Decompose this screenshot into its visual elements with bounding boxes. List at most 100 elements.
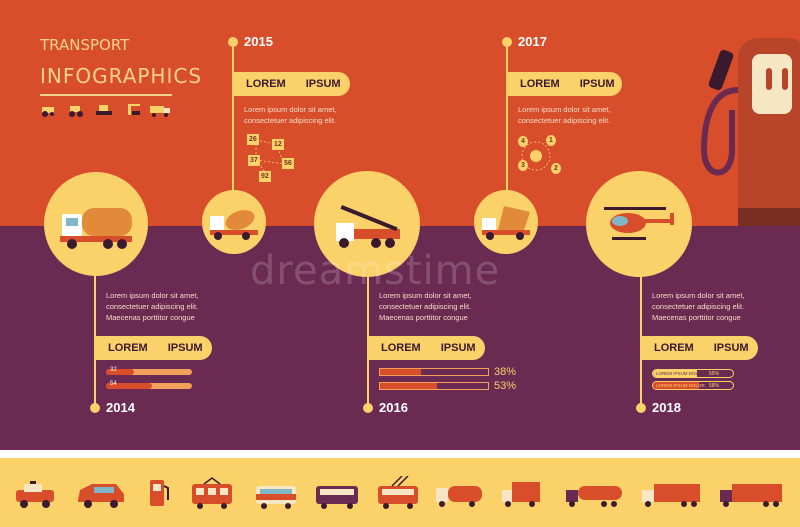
stat-value: 56	[282, 158, 294, 169]
title-transport: TRANSPORT	[40, 36, 130, 54]
dot-2017	[502, 37, 512, 47]
year-2015: 2015	[244, 34, 273, 49]
bar-2016-a	[379, 368, 489, 376]
bar-2014-a: 32	[106, 367, 192, 375]
connector-2015	[232, 44, 234, 202]
text-line: Lorem ipsum dolor sit amet,	[244, 105, 337, 114]
bar-2014-b: 54	[106, 381, 192, 389]
text-2015: Lorem ipsum dolor sit amet, consectetuer…	[244, 104, 337, 126]
pill-label-b: IPSUM	[305, 78, 341, 90]
year-2017: 2017	[518, 34, 547, 49]
fuel-tanker-icon	[566, 486, 622, 507]
pill-label-b: IPSUM	[167, 342, 203, 354]
bar-label: 32	[110, 367, 117, 373]
stat-value: 12	[272, 139, 284, 150]
bar-fill	[380, 383, 438, 389]
text-2014: Lorem ipsum dolor sit amet, consectetuer…	[106, 290, 199, 323]
roller-icon	[69, 106, 83, 117]
tractor-icon	[42, 107, 54, 117]
bar-caption: LOREM IPSUM DOLOR	[656, 371, 705, 376]
helicopter-icon	[604, 207, 674, 240]
fuel-pump-icon	[150, 480, 169, 506]
bar-percent: 53%	[494, 380, 517, 392]
circle-2014	[44, 172, 148, 276]
bar-2016-b	[379, 382, 489, 390]
dot-2018	[636, 403, 646, 413]
concrete-mixer-icon	[210, 210, 258, 240]
pill-label-a: LOREM	[108, 342, 148, 354]
connector-2014	[94, 246, 96, 408]
bar-track: 32	[106, 367, 192, 375]
separator	[0, 450, 800, 458]
pill-label-a: LOREM	[520, 78, 560, 90]
cycle-step: 1	[546, 135, 556, 146]
bar-fill	[106, 369, 134, 375]
text-2017: Lorem ipsum dolor sit amet, consectetuer…	[518, 104, 611, 126]
bar-track: 54	[106, 381, 192, 389]
coach-bus-icon	[316, 486, 358, 509]
pill-label-b: IPSUM	[713, 342, 749, 354]
watermark: dreamstime	[250, 248, 501, 294]
bar-2018-b: LOREM IPSUM DOLOR 58%	[652, 381, 734, 390]
text-line: Maecenas porttitor congue	[106, 313, 195, 322]
bus-icon	[256, 486, 296, 509]
label-pill-2015: LOREM IPSUM	[234, 72, 350, 96]
text-2016: Lorem ipsum dolor sit amet, consectetuer…	[379, 290, 472, 323]
pill-label-a: LOREM	[246, 78, 286, 90]
crane-truck-icon	[336, 205, 400, 248]
label-pill-2017: LOREM IPSUM	[508, 72, 622, 96]
bar-percent: 38%	[494, 366, 517, 378]
pill-label-a: LOREM	[381, 342, 421, 354]
year-2016: 2016	[379, 400, 408, 415]
cycle-step: 4	[518, 136, 528, 147]
dot-2015	[228, 37, 238, 47]
dot-2014	[90, 403, 100, 413]
bar-fill: LOREM IPSUM DOLOR	[653, 382, 705, 389]
bulldozer-icon	[96, 105, 112, 115]
bar-fill	[380, 369, 422, 375]
text-line: consectetuer adipiscing elit.	[379, 302, 472, 311]
police-car-icon	[16, 481, 54, 508]
pill-label-b: IPSUM	[579, 78, 615, 90]
dump-truck-icon	[482, 206, 530, 240]
crane-icon	[128, 104, 140, 115]
cycle-step: 3	[518, 160, 528, 171]
year-2014: 2014	[106, 400, 135, 415]
text-line: consectetuer adipiscing elit.	[652, 302, 745, 311]
bar-fill	[106, 383, 153, 389]
stat-value: 92	[259, 171, 271, 182]
box-truck-icon	[502, 482, 540, 507]
connector-2017	[506, 44, 508, 202]
circle-2017	[474, 190, 538, 254]
vehicle-icon-row	[16, 476, 782, 509]
tanker-truck-icon	[60, 208, 132, 249]
cycle-step: 2	[551, 163, 561, 174]
text-line: Maecenas porttitor congue	[652, 313, 741, 322]
tram-icon	[192, 477, 232, 509]
text-2018: Lorem ipsum dolor sit amet, consectetuer…	[652, 290, 745, 323]
stat-value: 26	[247, 134, 259, 145]
bar-2018-a: LOREM IPSUM DOLOR 55%	[652, 369, 734, 378]
text-line: Maecenas porttitor congue	[379, 313, 468, 322]
text-line: Lorem ipsum dolor sit amet,	[518, 105, 611, 114]
connector-2016	[367, 268, 369, 408]
dot-2016	[363, 403, 373, 413]
semi-truck-icon	[642, 484, 700, 507]
fuel-pump-icon	[700, 38, 800, 226]
trolleybus-icon	[378, 476, 418, 509]
label-pill-2016: LOREM IPSUM	[369, 336, 485, 360]
stat-links-2015	[255, 139, 285, 177]
connector-2018	[640, 272, 642, 408]
idea-cycle-2017	[521, 141, 551, 171]
pill-label-b: IPSUM	[440, 342, 476, 354]
bar-label: 58%	[709, 383, 720, 389]
circle-2018	[586, 171, 692, 277]
text-line: Lorem ipsum dolor sit amet,	[106, 291, 199, 300]
lightbulb-icon	[530, 150, 542, 162]
text-line: consectetuer adipiscing elit.	[518, 116, 611, 125]
circle-2015	[202, 190, 266, 254]
circle-2016	[314, 171, 420, 277]
stat-value: 37	[248, 155, 260, 166]
text-line: Lorem ipsum dolor sit amet,	[379, 291, 472, 300]
